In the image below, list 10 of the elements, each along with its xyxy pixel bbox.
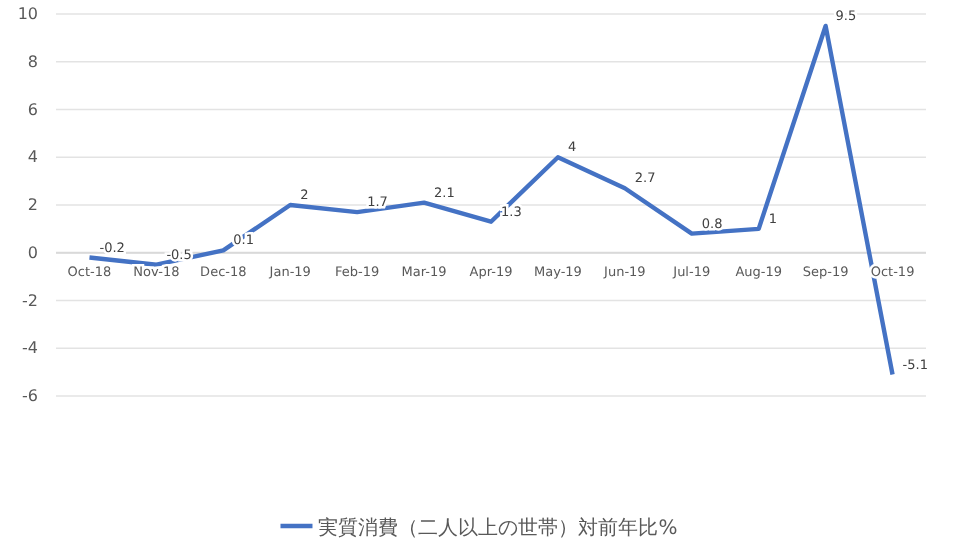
y-tick-label: 0 [27,243,38,262]
y-tick-label: 4 [27,148,38,167]
y-tick-label: -6 [22,387,38,406]
y-tick-label: 6 [27,100,38,119]
y-tick-label: -2 [22,291,38,310]
y-tick-label: 8 [27,52,38,71]
legend-label: 実質消費（二人以上の世帯）対前年比% [318,516,678,540]
y-tick-label: 10 [17,5,38,24]
y-tick-label: 2 [27,196,38,215]
y-tick-label: -4 [22,339,38,358]
